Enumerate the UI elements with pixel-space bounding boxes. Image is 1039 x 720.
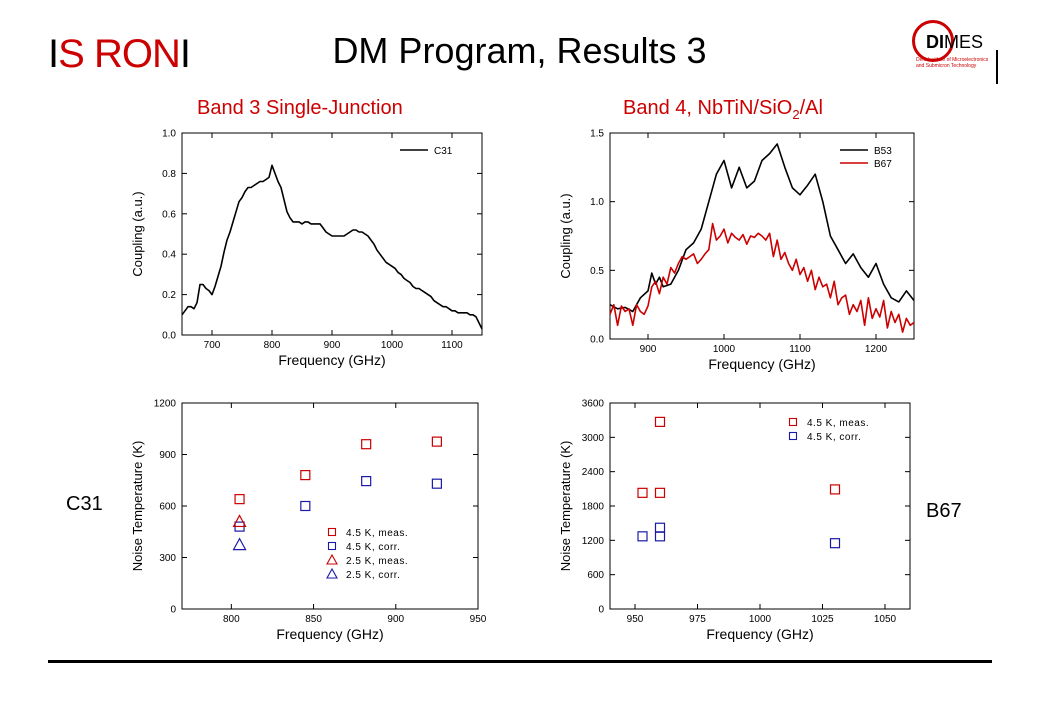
data-point — [300, 500, 311, 512]
series-line-B67 — [609, 222, 915, 333]
x-tick-label: 1200 — [865, 344, 888, 355]
x-axis-label: Frequency (GHz) — [278, 352, 385, 368]
plot-frame — [181, 132, 483, 336]
x-axis-label: Frequency (GHz) — [706, 626, 813, 642]
y-axis-label: Noise Temperature (K) — [130, 441, 145, 572]
y-tick-label: 1200 — [582, 536, 605, 547]
dimes-logo: DIMES Delft Institute of Microelectronic… — [912, 18, 1002, 78]
noise-temperature-chart-b67: 950 975 1000 1025 1050 0 600 1200 1800 2400 3000 36… — [558, 399, 911, 642]
data-point — [234, 494, 245, 505]
left-side-label: C31 — [66, 493, 103, 515]
y-tick-label: 0 — [598, 605, 604, 616]
legend-marker — [326, 567, 338, 579]
bottom-divider — [48, 660, 992, 663]
x-tick-label: 1050 — [874, 614, 897, 625]
plot-frame — [609, 132, 915, 340]
data-point — [654, 487, 666, 498]
data-point — [637, 487, 648, 498]
data-point — [300, 469, 311, 481]
x-axis-label: Frequency (GHz) — [708, 356, 815, 372]
y-tick-label: 0.0 — [590, 335, 604, 346]
x-tick-label: 900 — [324, 340, 341, 351]
legend-label: C31 — [434, 146, 453, 157]
legend-label: 4.5 K, meas. — [807, 418, 869, 429]
right-side-label: B67 — [926, 500, 962, 522]
x-tick-label: 800 — [264, 340, 281, 351]
x-tick-label: 1000 — [713, 344, 736, 355]
y-tick-label: 300 — [159, 553, 176, 564]
legend-marker — [326, 553, 338, 565]
x-tick-label: 900 — [640, 344, 657, 355]
x-tick-label: 1000 — [749, 614, 772, 625]
noise-temperature-chart-c31: 800 850 900 950 0 300 600 900 1200 Frequency (GHz… — [130, 399, 487, 643]
x-tick-label: 975 — [689, 614, 706, 625]
y-tick-label: 0.4 — [162, 250, 176, 261]
y-tick-label: 600 — [159, 502, 176, 513]
x-tick-label: 950 — [470, 614, 487, 625]
x-axis-label: Frequency (GHz) — [276, 626, 383, 642]
y-tick-label: 600 — [587, 570, 604, 581]
series-line-C31 — [181, 164, 483, 330]
y-tick-label: 1800 — [582, 502, 605, 513]
legend-label: 2.5 K, corr. — [346, 570, 400, 581]
left-subtitle: Band 3 Single-Junction — [197, 97, 403, 119]
data-point — [829, 484, 841, 495]
coupling-chart-band3: 700 800 900 1000 1100 0.0 0.2 0.4 0.6 0.8 1.0 Frequ… — [130, 129, 483, 368]
page-title: DM Program, Results 3 — [332, 30, 707, 71]
isron-logo: IS RONI — [48, 32, 191, 76]
data-point — [431, 478, 442, 489]
y-tick-label: 0.0 — [162, 331, 176, 342]
x-tick-label: 900 — [387, 614, 404, 625]
data-point — [361, 476, 372, 487]
y-tick-label: 3000 — [582, 433, 605, 444]
legend-marker — [788, 431, 798, 441]
data-point — [654, 522, 666, 533]
y-tick-label: 0.6 — [162, 209, 176, 220]
y-tick-label: 0.2 — [162, 290, 176, 301]
x-tick-label: 950 — [627, 614, 644, 625]
data-point — [654, 416, 666, 427]
x-tick-label: 1100 — [441, 340, 463, 351]
coupling-chart-band4: 900 1000 1100 1200 0.0 0.5 1.0 1.5 Frequency (GH… — [558, 129, 915, 372]
y-axis-label: Noise Temperature (K) — [558, 441, 573, 572]
data-point — [654, 531, 666, 542]
legend-label: 4.5 K, corr. — [346, 542, 400, 553]
y-axis-label: Coupling (a.u.) — [130, 191, 145, 276]
data-point — [232, 514, 247, 528]
x-tick-label: 850 — [305, 614, 322, 625]
legend-marker — [788, 417, 798, 427]
plot-frame — [609, 402, 911, 610]
y-tick-label: 0.5 — [590, 266, 604, 277]
series-line-B53 — [609, 143, 915, 313]
y-tick-label: 3600 — [582, 399, 605, 410]
legend-label: 2.5 K, meas. — [346, 556, 408, 567]
x-tick-label: 700 — [204, 340, 221, 351]
x-tick-label: 800 — [223, 614, 240, 625]
legend-label: B53 — [874, 146, 892, 157]
x-tick-label: 1000 — [381, 340, 404, 351]
y-tick-label: 1.0 — [162, 129, 176, 140]
y-tick-label: 0 — [170, 605, 176, 616]
y-tick-label: 0.8 — [162, 169, 176, 180]
x-tick-label: 1100 — [789, 344, 811, 355]
data-point — [637, 531, 648, 542]
header-divider — [996, 50, 998, 84]
right-subtitle: Band 4, NbTiN/SiO2/Al — [623, 97, 823, 122]
legend-label: 4.5 K, corr. — [807, 432, 861, 443]
legend-marker — [327, 541, 337, 551]
data-point — [361, 439, 372, 450]
data-point — [431, 436, 442, 447]
legend-label: 4.5 K, meas. — [346, 528, 408, 539]
data-point — [232, 537, 247, 551]
y-tick-label: 1200 — [154, 399, 177, 410]
data-point — [829, 538, 841, 549]
legend-marker — [327, 527, 337, 537]
legend-label: B67 — [874, 159, 892, 170]
x-tick-label: 1025 — [811, 614, 834, 625]
y-tick-label: 2400 — [582, 467, 605, 478]
y-axis-label: Coupling (a.u.) — [558, 193, 573, 278]
y-tick-label: 1.0 — [590, 197, 604, 208]
y-tick-label: 1.5 — [590, 129, 604, 140]
y-tick-label: 900 — [159, 450, 176, 461]
